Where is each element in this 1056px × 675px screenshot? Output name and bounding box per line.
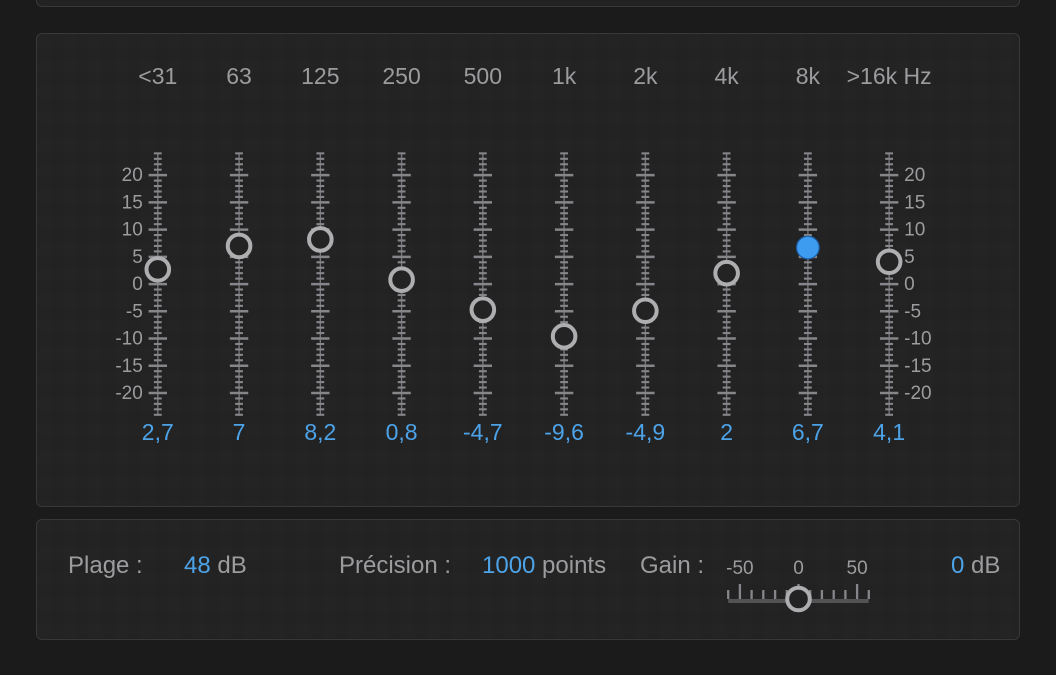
svg-text:1k: 1k [552, 63, 577, 89]
svg-text:0,8: 0,8 [386, 419, 418, 445]
svg-text:2,7: 2,7 [142, 419, 174, 445]
svg-text:8,2: 8,2 [304, 419, 336, 445]
svg-text:0: 0 [132, 274, 143, 295]
svg-text:250: 250 [382, 63, 420, 89]
svg-text:15: 15 [122, 192, 143, 213]
svg-text:4k: 4k [714, 63, 739, 89]
svg-text:15: 15 [904, 192, 925, 213]
svg-text:0: 0 [793, 558, 804, 579]
svg-text:6,7: 6,7 [792, 419, 824, 445]
svg-text:10: 10 [904, 220, 925, 241]
svg-text:5: 5 [904, 247, 915, 268]
svg-text:50: 50 [847, 558, 868, 579]
svg-text:10: 10 [122, 220, 143, 241]
svg-text:7: 7 [233, 419, 246, 445]
svg-text:-50: -50 [726, 558, 753, 579]
svg-text:125: 125 [301, 63, 339, 89]
svg-text:0: 0 [904, 274, 915, 295]
svg-text:-15: -15 [904, 356, 931, 377]
svg-text:-15: -15 [115, 356, 142, 377]
svg-text:2: 2 [720, 419, 733, 445]
svg-text:-5: -5 [904, 301, 921, 322]
svg-text:-20: -20 [904, 383, 931, 404]
svg-text:5: 5 [132, 247, 143, 268]
svg-text:-5: -5 [126, 301, 143, 322]
svg-text:-10: -10 [904, 329, 931, 350]
svg-text:20: 20 [122, 165, 143, 186]
svg-text:>16k Hz: >16k Hz [847, 63, 932, 89]
svg-text:<31: <31 [138, 63, 177, 89]
svg-text:20: 20 [904, 165, 925, 186]
svg-text:8k: 8k [796, 63, 821, 89]
svg-text:-4,7: -4,7 [463, 419, 503, 445]
svg-text:-10: -10 [115, 329, 142, 350]
svg-text:4,1: 4,1 [873, 419, 905, 445]
svg-text:63: 63 [226, 63, 252, 89]
svg-text:-9,6: -9,6 [544, 419, 584, 445]
svg-text:-20: -20 [115, 383, 142, 404]
svg-text:-4,9: -4,9 [626, 419, 666, 445]
svg-text:2k: 2k [633, 63, 658, 89]
svg-text:500: 500 [464, 63, 502, 89]
